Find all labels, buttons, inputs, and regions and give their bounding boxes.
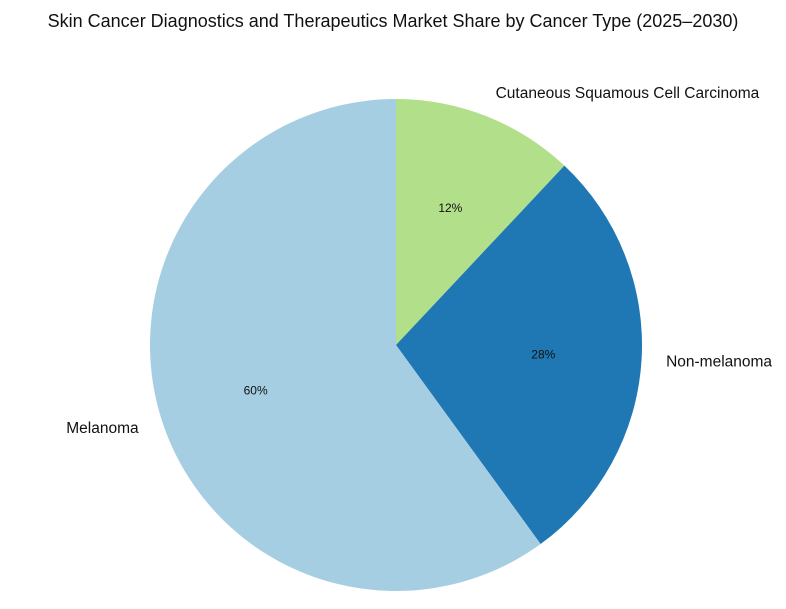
pie-slice-non-melanoma: [396, 165, 642, 545]
pie-slice-melanoma: [149, 99, 541, 591]
pct-label-non-melanoma: 28%: [531, 347, 555, 361]
pie-slice-cutaneous-squamous-cell-carcinoma: [396, 99, 565, 345]
pct-label-melanoma: 60%: [244, 384, 268, 398]
slice-label-non-melanoma: Non-melanoma: [666, 353, 772, 370]
slice-label-cutaneous-squamous-cell-carcinoma: Cutaneous Squamous Cell Carcinoma: [496, 85, 760, 102]
slice-label-melanoma: Melanoma: [66, 420, 139, 437]
pct-label-cutaneous-squamous-cell-carcinoma: 12%: [438, 201, 462, 215]
chart-title: Skin Cancer Diagnostics and Therapeutics…: [47, 11, 739, 31]
